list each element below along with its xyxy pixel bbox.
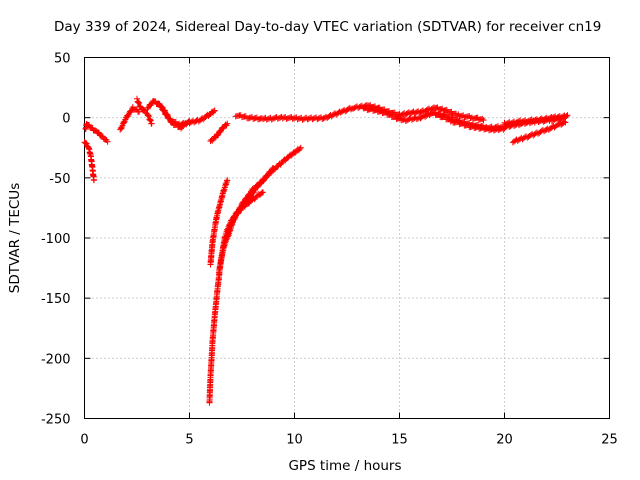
x-tick-label: 15	[391, 433, 408, 448]
data-point-arc-6	[211, 107, 218, 114]
data-point-arc-6	[164, 112, 171, 119]
data-point-arc-2	[83, 140, 90, 147]
data-point-arc-11	[564, 112, 571, 119]
y-tick-label: -200	[41, 352, 71, 367]
data-points	[81, 95, 571, 406]
data-point-arc-6	[166, 115, 173, 122]
data-point-arc-4	[134, 95, 140, 102]
y-tick-label: -250	[41, 413, 71, 428]
data-point-arc-11	[523, 119, 530, 126]
x-tick-label: 5	[185, 433, 193, 448]
data-point-arc-8	[479, 115, 486, 122]
data-point-arc-6	[162, 107, 168, 114]
data-point-arc-4	[135, 99, 142, 106]
data-point-arc-14	[260, 189, 266, 196]
y-tick-label: 50	[54, 52, 71, 67]
data-point-arc-6	[163, 111, 170, 118]
data-point-arc-4	[136, 100, 143, 107]
data-point-arc-11	[529, 118, 536, 125]
data-point-arc-11	[518, 119, 525, 126]
x-tick-label: 20	[496, 433, 513, 448]
data-point-arc-6	[164, 111, 171, 118]
data-point-arc-6	[161, 107, 168, 114]
data-point-arc-4	[148, 120, 155, 127]
data-point-arc-4	[135, 99, 142, 106]
y-axis-title: SDTVAR / TECUs	[7, 183, 23, 293]
data-point-arc-2	[90, 177, 97, 184]
axis-ticks	[84, 57, 610, 419]
data-point-arc-7	[214, 132, 221, 139]
data-point-arc-12	[562, 119, 569, 126]
data-point-arc-6	[210, 108, 217, 115]
data-point-arc-8	[480, 117, 487, 124]
data-point-arc-4	[136, 102, 143, 109]
data-point-arc-7	[217, 129, 224, 135]
x-tick-label: 25	[601, 433, 618, 448]
data-point-arc-11	[524, 118, 531, 125]
x-tick-label: 10	[286, 433, 303, 448]
y-tick-label: 0	[62, 112, 70, 127]
data-point-arc-16	[270, 165, 277, 172]
y-tick-label: -50	[49, 172, 70, 187]
data-point-arc-7	[224, 120, 231, 127]
data-point-arc-10	[501, 125, 508, 132]
data-point-arc-15	[296, 145, 303, 152]
data-point-arc-11	[563, 112, 570, 119]
data-point-arc-1	[104, 138, 111, 145]
y-tick-label: -100	[41, 232, 71, 247]
data-point-arc-13	[224, 177, 231, 184]
tick-labels: 0 5 10 15 20 25 50 0 -50 -100 -150 -200 -250	[41, 52, 618, 448]
chart-title: Day 339 of 2024, Sidereal Day-to-day VTE…	[54, 19, 601, 35]
data-point-arc-6	[156, 101, 163, 108]
x-tick-label: 0	[80, 433, 88, 448]
y-tick-label: -150	[41, 292, 71, 307]
data-point-arc-15	[297, 144, 304, 151]
x-axis-title: GPS time / hours	[288, 458, 401, 474]
data-point-arc-12	[561, 118, 568, 125]
data-point-arc-10	[500, 126, 507, 133]
